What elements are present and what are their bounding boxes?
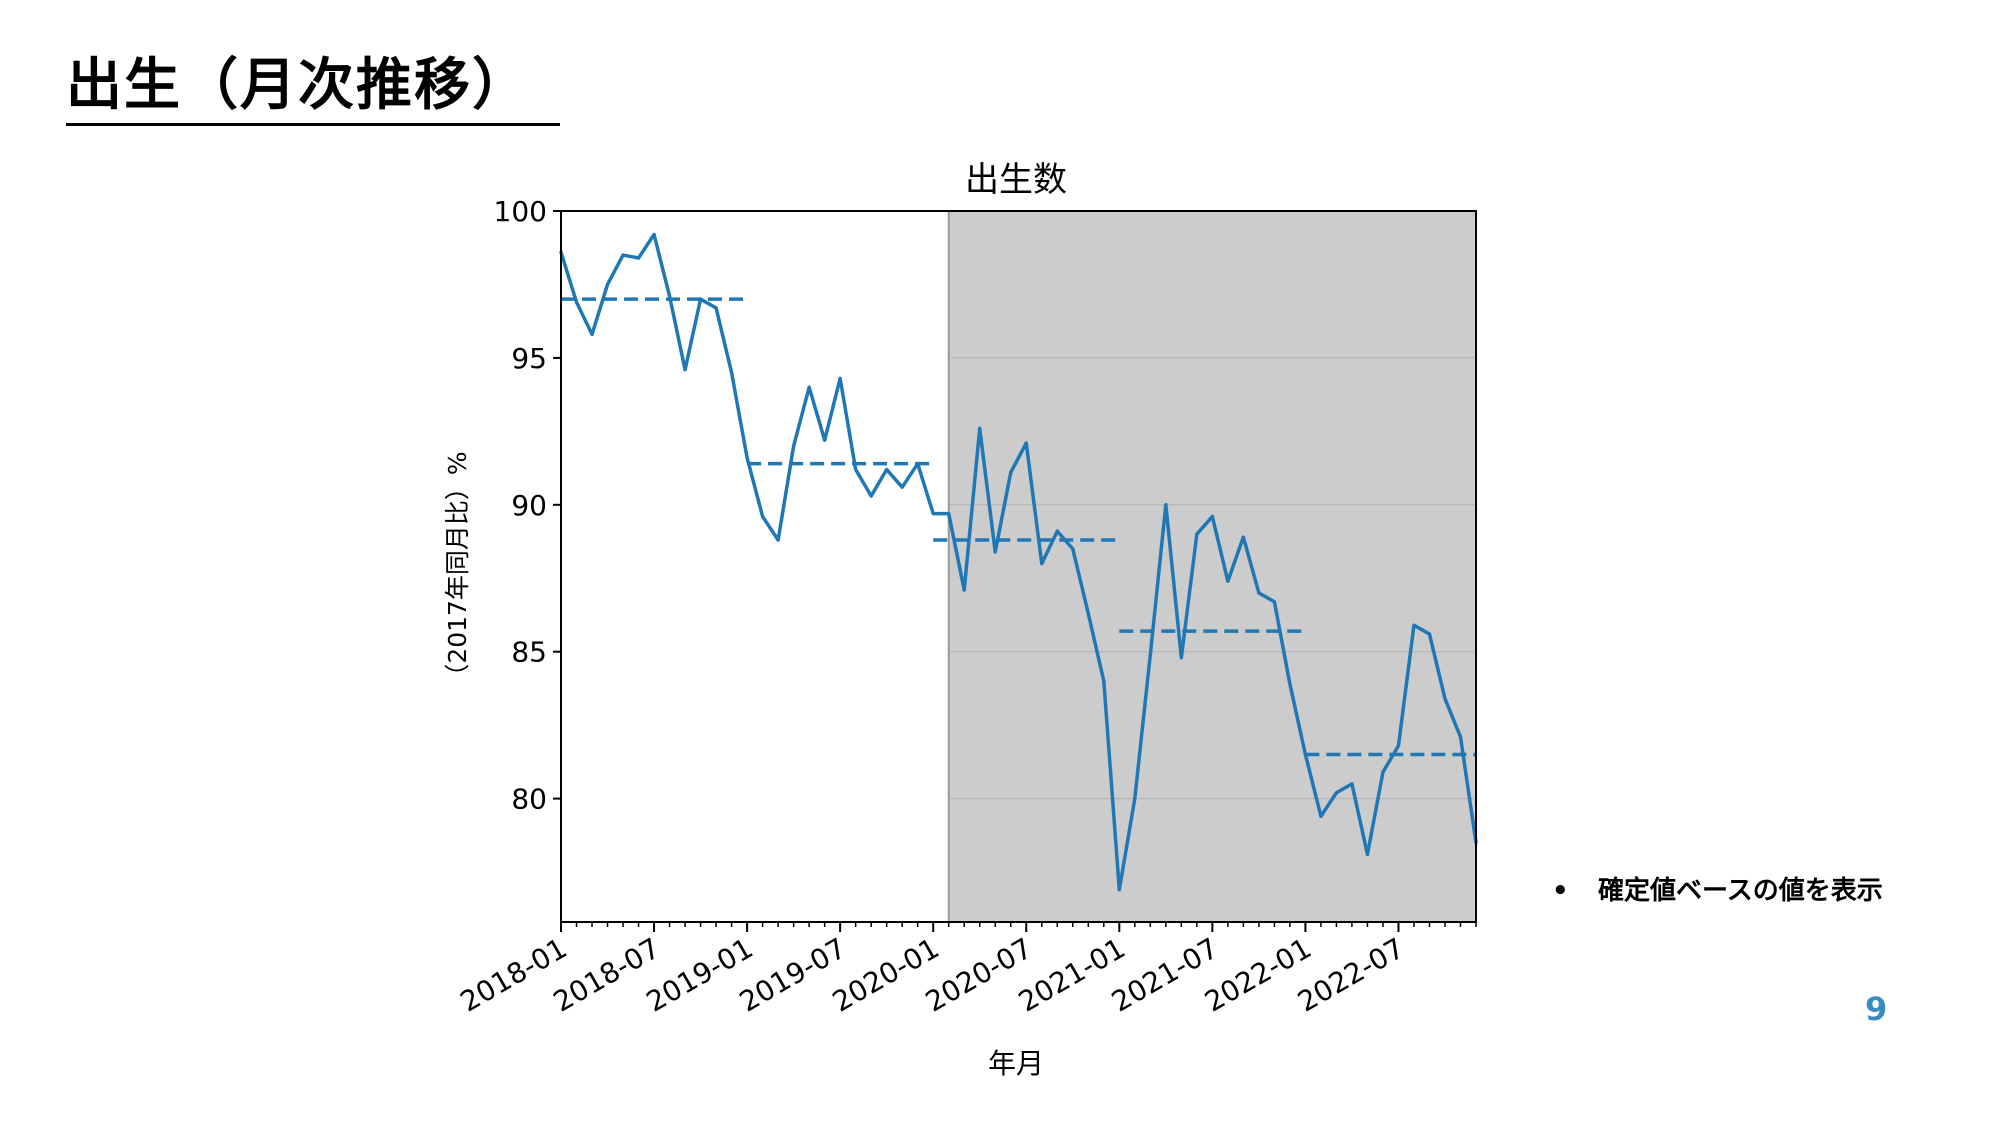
x-tick-label: 2021-07 (1106, 931, 1224, 1018)
data-point (1055, 529, 1059, 533)
data-point (1148, 653, 1152, 657)
y-axis-label: （2017年同月比）% (443, 451, 472, 688)
data-point (621, 253, 625, 257)
x-tick-label: 2020-07 (920, 931, 1038, 1018)
data-point (916, 462, 920, 466)
data-point (1381, 770, 1385, 774)
data-point (1179, 655, 1183, 660)
data-point (978, 426, 982, 431)
data-point (1319, 814, 1323, 818)
data-point (1241, 535, 1245, 539)
y-tick-label: 80 (511, 783, 547, 816)
data-point (885, 467, 889, 472)
data-point (1458, 735, 1463, 739)
x-tick-label: 2022-01 (1199, 931, 1317, 1018)
data-point (1272, 600, 1276, 604)
data-point (1350, 782, 1354, 786)
data-point (1334, 791, 1339, 795)
x-tick-label: 2018-07 (548, 931, 666, 1018)
footnote: • 確定値ベースの値を表示 (1552, 870, 1883, 907)
data-point (1427, 632, 1432, 636)
x-tick-label: 2020-01 (827, 931, 945, 1018)
footnote-text: 確定値ベースの値を表示 (1598, 876, 1883, 906)
x-tick-label: 2022-07 (1292, 931, 1410, 1018)
x-tick-label: 2019-01 (641, 931, 759, 1018)
data-point (652, 232, 656, 237)
data-point (683, 368, 687, 372)
data-point (636, 256, 641, 260)
data-point (1257, 591, 1261, 595)
data-point (807, 385, 811, 389)
x-tick-label: 2018-01 (455, 931, 573, 1018)
y-tick-label: 100 (494, 195, 547, 228)
plot-frame (560, 210, 1477, 923)
y-tick-label: 95 (511, 342, 547, 375)
data-point (1071, 547, 1075, 551)
data-point (900, 485, 904, 489)
data-point (1396, 744, 1401, 748)
bullet-icon: • (1552, 876, 1569, 906)
x-axis-label: 年月 (988, 1047, 1044, 1080)
y-tick-label: 85 (511, 636, 547, 669)
data-point (605, 282, 610, 287)
data-point (1133, 797, 1137, 801)
data-point (1226, 579, 1230, 583)
data-point (1086, 611, 1090, 616)
data-point (962, 588, 966, 592)
data-point (823, 438, 827, 442)
page-number: 9 (1865, 990, 1888, 1028)
data-point (745, 456, 749, 460)
shaded-region (948, 211, 1476, 922)
data-point (667, 294, 672, 298)
data-point (1303, 752, 1308, 757)
data-point (1024, 441, 1028, 445)
data-point (776, 538, 780, 542)
data-point (1365, 852, 1370, 857)
monthly-line (559, 232, 1478, 892)
data-point (574, 300, 579, 304)
data-point (1210, 514, 1214, 519)
data-point (590, 332, 594, 336)
data-point (1195, 532, 1199, 536)
data-point (761, 514, 765, 519)
data-point (1412, 623, 1416, 627)
y-tick-label: 90 (511, 489, 547, 522)
data-point (947, 512, 951, 516)
x-tick-label: 2021-01 (1013, 931, 1131, 1018)
data-point (854, 467, 858, 472)
data-point (729, 370, 734, 375)
data-point (931, 512, 935, 516)
data-point (792, 444, 796, 448)
x-tick-label: 2019-07 (734, 931, 852, 1018)
data-point (838, 376, 842, 381)
data-point (1164, 503, 1168, 507)
data-point (993, 550, 997, 554)
slide-title: 出生（月次推移） (66, 40, 560, 126)
data-point (1040, 561, 1044, 566)
data-point (1102, 679, 1106, 683)
data-point (1009, 470, 1013, 475)
data-point (1443, 697, 1447, 701)
data-point (698, 297, 703, 301)
data-point (1288, 682, 1292, 686)
data-point (869, 494, 873, 498)
chart-title: 出生数 (965, 160, 1067, 200)
data-point (714, 306, 718, 310)
data-point (1117, 888, 1121, 892)
